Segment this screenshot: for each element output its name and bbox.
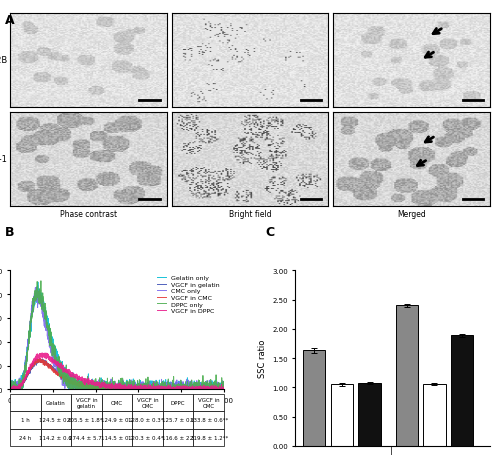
VGCF in DPPC [39,350,45,356]
VGCF in gelatin [18,384,24,389]
Y-axis label: MESO-1: MESO-1 [0,155,7,164]
VGCF in DPPC [18,382,24,387]
VGCF in DPPC [7,387,13,392]
VGCF in gelatin [106,385,112,390]
VGCF in DPPC [112,383,117,389]
VGCF in gelatin [36,356,43,361]
DPPC only [176,387,182,392]
Line: DPPC only: DPPC only [10,281,224,389]
Text: A: A [5,14,15,27]
CMC only [112,387,117,392]
CMC only [221,385,227,391]
CMC only [215,384,221,389]
DPPC only [112,387,117,392]
X-axis label: Phase contrast: Phase contrast [60,209,117,218]
Bar [330,384,353,446]
VGCF in CMC [8,387,14,392]
DPPC only [18,387,24,392]
VGCF in gelatin [215,387,221,392]
Line: VGCF in gelatin: VGCF in gelatin [10,359,224,389]
Y-axis label: SSC ratio: SSC ratio [258,339,266,378]
VGCF in CMC [18,380,24,386]
Line: VGCF in DPPC: VGCF in DPPC [10,353,224,389]
Text: B: B [5,225,15,238]
Text: C: C [265,225,274,238]
Bar [358,384,380,446]
VGCF in DPPC [176,386,182,391]
VGCF in DPPC [221,387,227,392]
CMC only [33,285,39,291]
DPPC only [215,387,221,392]
DPPC only [106,383,112,389]
VGCF in CMC [215,387,221,392]
VGCF in DPPC [215,386,221,392]
Gelatin only [221,386,227,391]
VGCF in DPPC [106,382,112,388]
CMC only [7,387,13,392]
X-axis label: SSC-height: SSC-height [90,409,143,418]
CMC only [18,380,24,385]
X-axis label: Bright field: Bright field [228,209,272,218]
VGCF in CMC [112,385,117,391]
Gelatin only [106,384,112,390]
VGCF in DPPC [215,386,221,392]
Gelatin only [215,385,221,391]
VGCF in CMC [7,386,13,391]
VGCF in gelatin [7,387,13,392]
Gelatin only [35,280,41,285]
DPPC only [221,382,227,388]
CMC only [106,386,112,392]
Bar [424,384,446,446]
Gelatin only [176,387,182,392]
Bar [396,306,417,446]
Gelatin only [18,380,24,386]
Gelatin only [7,387,13,392]
Line: VGCF in CMC: VGCF in CMC [10,359,224,389]
VGCF in gelatin [112,385,117,391]
VGCF in CMC [221,385,227,390]
DPPC only [7,387,13,392]
CMC only [215,379,221,385]
VGCF in CMC [37,356,43,361]
Bar [303,351,325,446]
VGCF in gelatin [221,386,227,392]
Line: Gelatin only: Gelatin only [10,283,224,389]
VGCF in CMC [176,384,182,390]
X-axis label: Merged: Merged [397,209,426,218]
VGCF in gelatin [215,386,221,391]
VGCF in CMC [106,384,112,390]
Bar [451,335,473,446]
Legend: Gelatin only, VGCF in gelatin, CMC only, VGCF in CMC, DPPC only, VGCF in DPPC: Gelatin only, VGCF in gelatin, CMC only,… [156,274,221,315]
CMC only [176,387,182,392]
DPPC only [215,387,221,392]
Y-axis label: BEAS-2B: BEAS-2B [0,56,7,65]
Gelatin only [112,387,117,392]
VGCF in CMC [215,386,221,392]
Line: CMC only: CMC only [10,288,224,389]
VGCF in gelatin [176,387,182,392]
DPPC only [38,278,44,284]
Gelatin only [215,386,221,392]
